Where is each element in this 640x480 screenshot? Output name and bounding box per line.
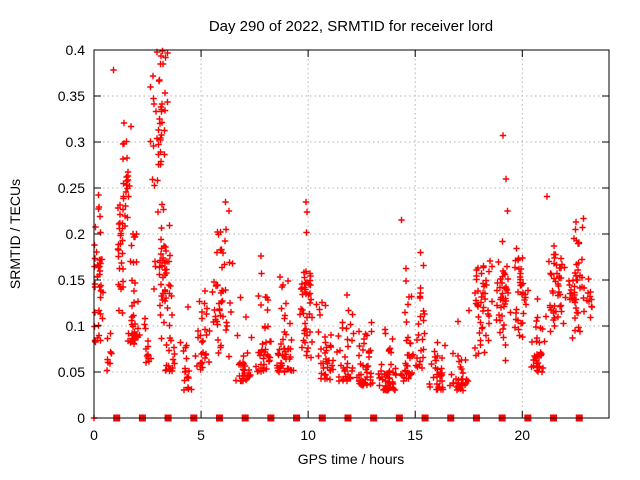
x-tick-label: 15 <box>407 427 423 443</box>
x-tick-label: 10 <box>300 427 316 443</box>
y-tick-label: 0.25 <box>58 180 85 196</box>
y-tick-label: 0.1 <box>66 318 86 334</box>
chart-title: Day 290 of 2022, SRMTID for receiver lor… <box>209 18 493 35</box>
axes-frame <box>93 49 610 419</box>
grid-lines <box>94 50 609 418</box>
tick-labels: 0 5 10 15 20 0 0.05 0.1 0.15 0.2 0.25 0.3 0.35 0.4 <box>58 42 531 443</box>
x-axis-label: GPS time / hours <box>298 451 405 467</box>
y-tick-label: 0.35 <box>58 88 85 104</box>
y-tick-label: 0.15 <box>58 272 85 288</box>
y-tick-label: 0.4 <box>66 42 86 58</box>
y-tick-label: 0.3 <box>66 134 86 150</box>
y-axis-label: SRMTID / TECUs <box>7 179 23 289</box>
data-points-layer <box>90 47 596 422</box>
y-tick-label: 0.2 <box>66 226 86 242</box>
y-tick-label: 0.05 <box>58 364 85 380</box>
x-tick-label: 20 <box>514 427 530 443</box>
x-tick-label: 5 <box>197 427 205 443</box>
x-tick-label: 0 <box>90 427 98 443</box>
y-tick-label: 0 <box>77 410 85 426</box>
